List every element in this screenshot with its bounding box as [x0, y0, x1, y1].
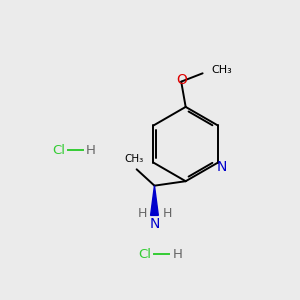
Text: H: H — [86, 143, 96, 157]
Text: CH₃: CH₃ — [124, 154, 144, 164]
Text: N: N — [216, 160, 226, 174]
Text: Cl: Cl — [52, 143, 65, 157]
Text: Cl: Cl — [139, 248, 152, 260]
Text: H: H — [162, 207, 172, 220]
Text: N: N — [149, 217, 160, 231]
Text: O: O — [176, 73, 187, 87]
Text: H: H — [137, 207, 147, 220]
Polygon shape — [151, 186, 158, 215]
Text: CH₃: CH₃ — [211, 65, 232, 75]
Text: H: H — [172, 248, 182, 260]
